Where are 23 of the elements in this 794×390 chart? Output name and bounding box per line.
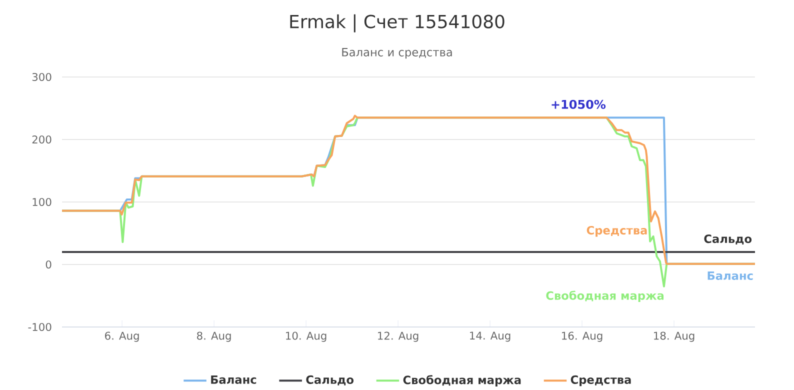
x-tick-label: 16. Aug: [562, 332, 602, 342]
annotation: +1050%: [552, 100, 606, 109]
x-tick-label: 12. Aug: [378, 332, 418, 342]
y-tick-label: -100: [28, 322, 52, 332]
x-tick-label: 6. Aug: [105, 332, 139, 342]
legend-label: Свободная маржа: [403, 375, 521, 386]
text: Сальдо: [704, 234, 752, 244]
y-tick-label: 200: [32, 135, 52, 144]
legend-label: Сальдо: [306, 375, 354, 386]
x-tick-label: 14. Aug: [470, 332, 510, 342]
y-tick-label: 300: [32, 72, 52, 82]
x-tick-label: 8. Aug: [197, 332, 231, 342]
text: Средства: [586, 226, 647, 237]
y-tick-label: 100: [32, 198, 52, 206]
chart-title: Ermak | Счет 15541080: [290, 14, 504, 32]
text: Свободная маржа: [546, 290, 664, 302]
legend-label: Средства: [570, 375, 631, 386]
text: Баланс: [708, 272, 753, 280]
chart-subtitle: Баланс и средства: [342, 48, 452, 59]
y-tick-label: 0: [46, 260, 52, 269]
legend-label: Баланс: [211, 375, 256, 384]
x-tick-label: 10. Aug: [286, 332, 326, 342]
x-tick-label: 18. Aug: [654, 332, 694, 342]
